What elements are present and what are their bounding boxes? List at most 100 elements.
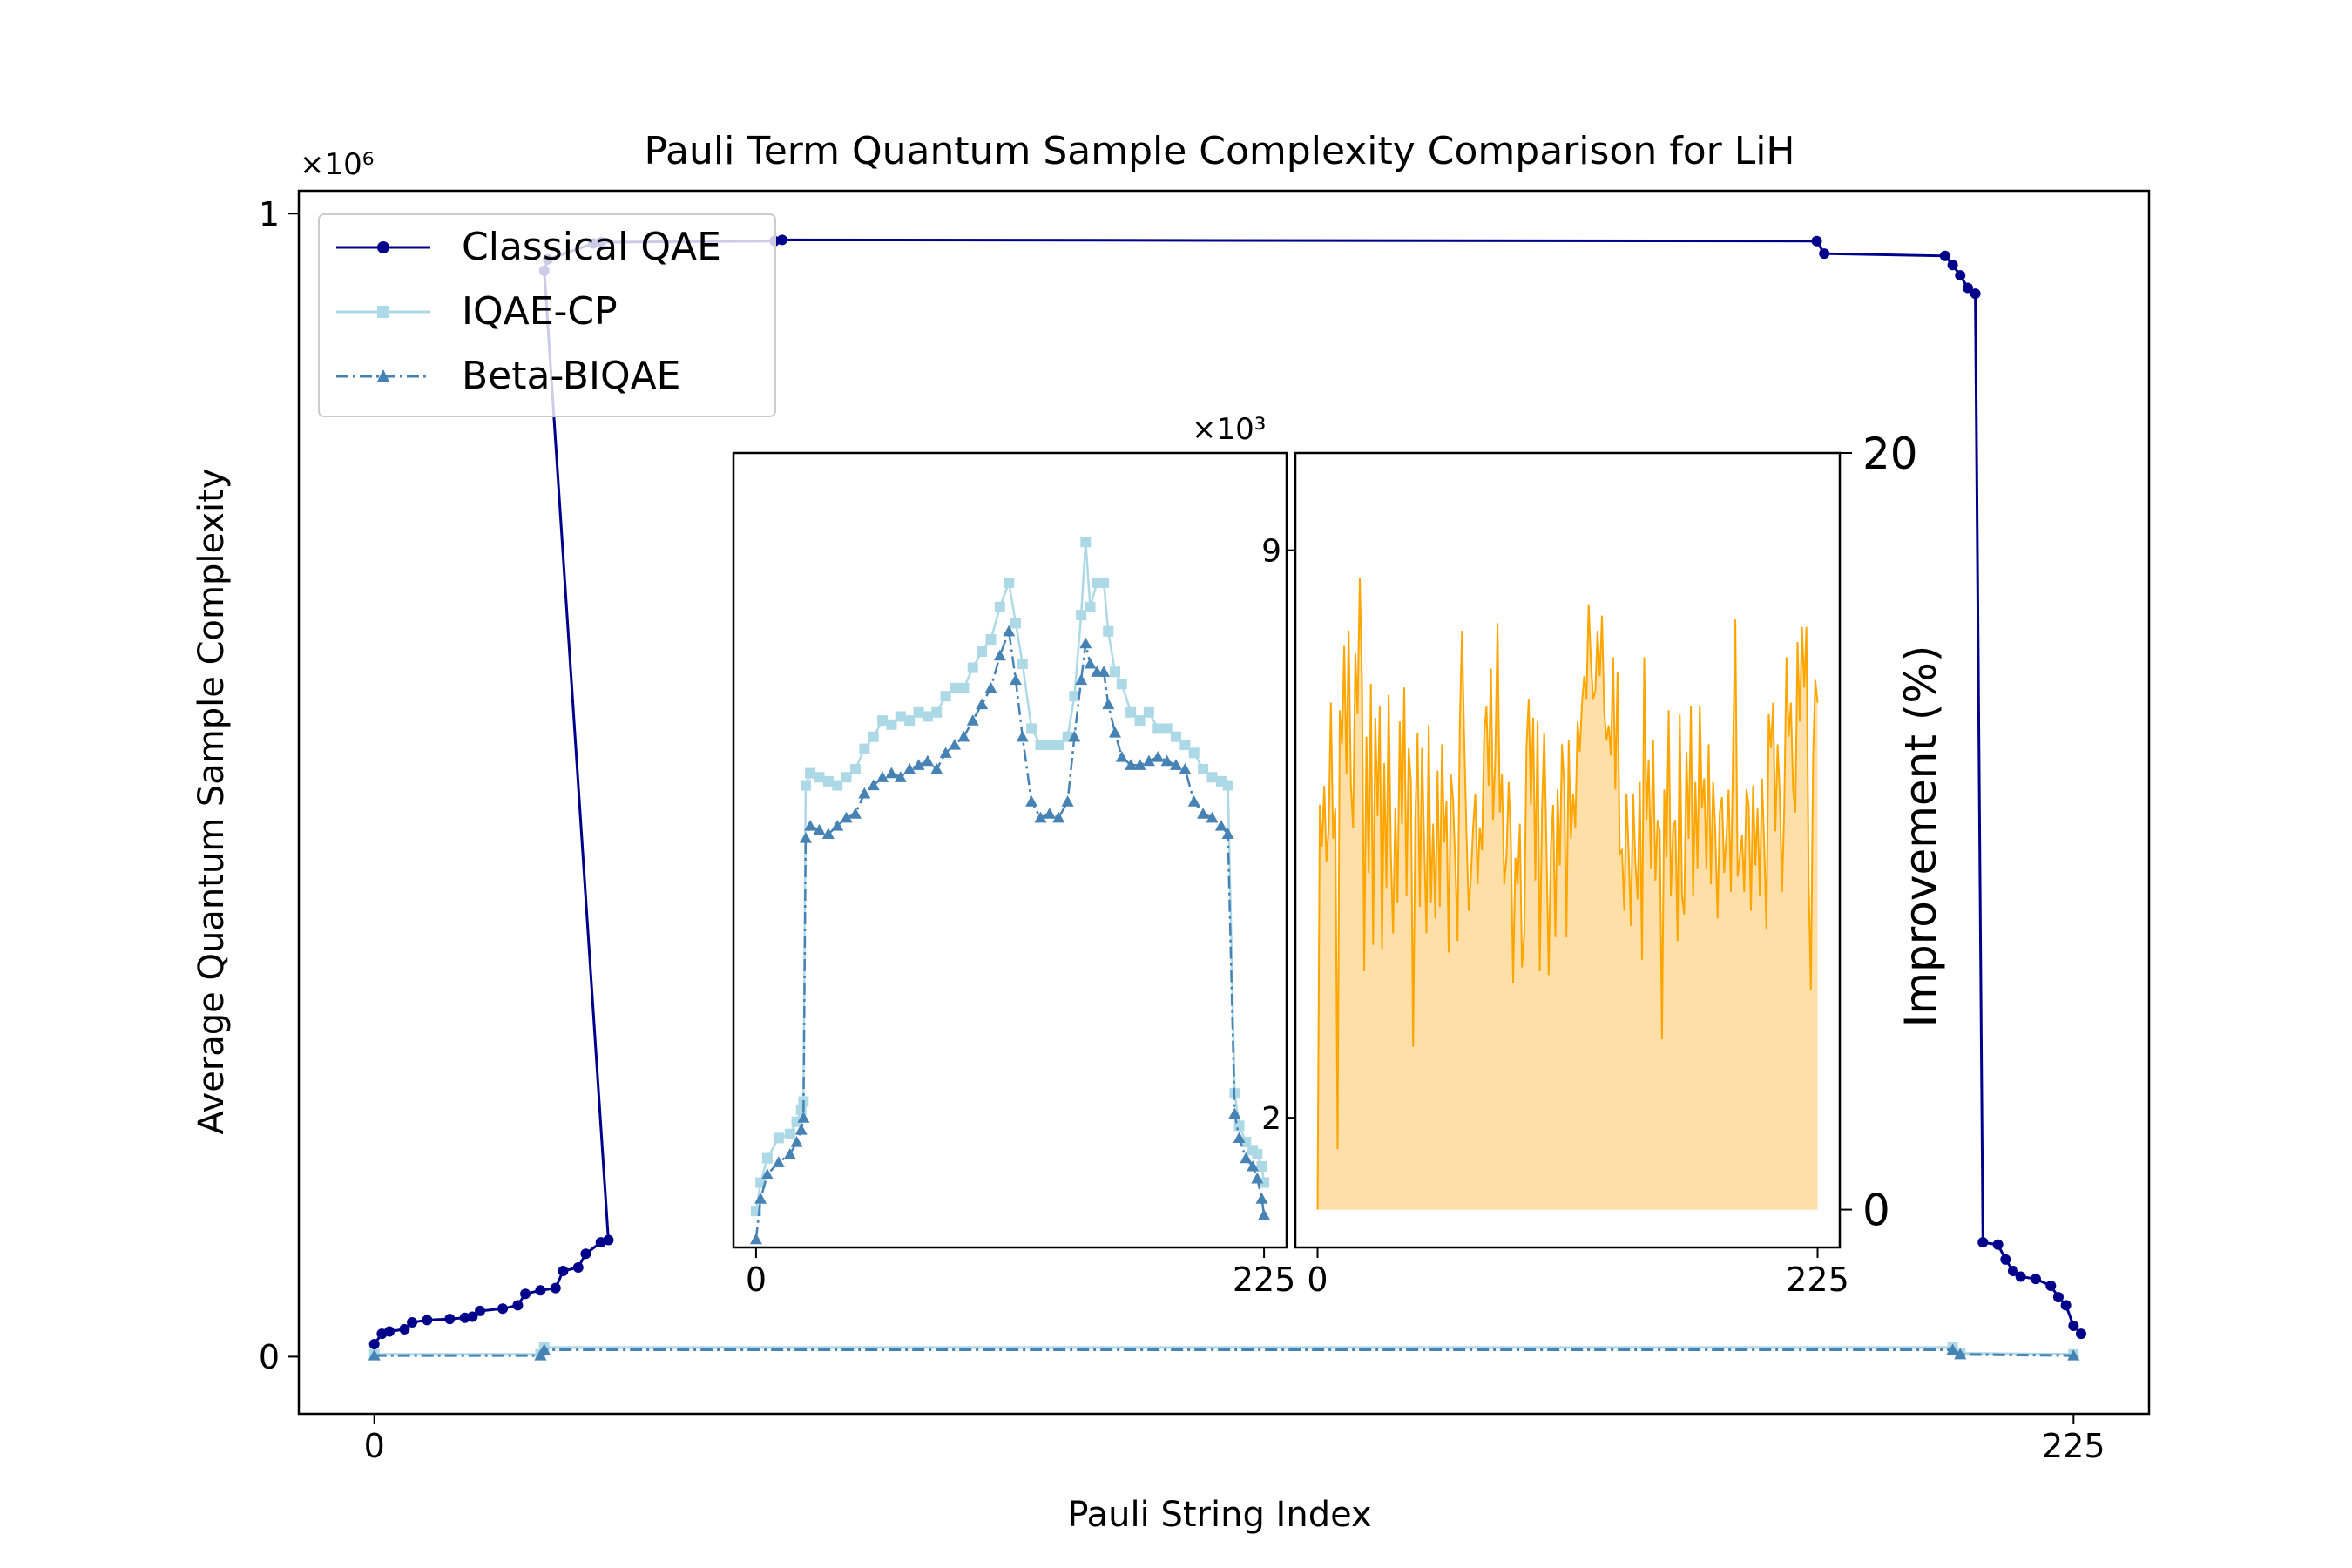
data-point — [773, 1132, 784, 1144]
legend-label-classical: Classical QAE — [462, 225, 721, 269]
data-point — [1035, 740, 1046, 751]
data-point — [1098, 577, 1110, 588]
data-point — [1009, 673, 1022, 686]
data-point — [859, 743, 870, 754]
data-point — [761, 1152, 773, 1164]
data-point — [930, 762, 943, 774]
data-point — [993, 649, 1006, 661]
y-tick-label: 9 — [1261, 534, 1281, 570]
data-point — [2075, 1328, 2086, 1340]
data-point — [368, 1338, 380, 1349]
data-point — [422, 1315, 433, 1326]
data-point — [1240, 1152, 1253, 1164]
series-line — [374, 1348, 2074, 1357]
inset-right-axes: 0 225 0 20 — [1294, 429, 1918, 1299]
data-point — [895, 711, 906, 722]
legend-entry-beta: Beta-BIQAE — [336, 354, 680, 398]
y-multiplier-label: ×10⁶ — [300, 147, 374, 182]
data-point — [580, 1248, 591, 1260]
x-tick-label: 225 — [1786, 1260, 1849, 1299]
data-point — [1133, 759, 1146, 770]
data-point — [1025, 795, 1038, 807]
x-tick-label: 0 — [364, 1427, 385, 1465]
inset-right-frame — [1294, 451, 1842, 1249]
data-point — [1171, 731, 1181, 742]
data-point — [1946, 1343, 1959, 1355]
data-point — [2007, 1265, 2018, 1276]
data-point — [1103, 625, 1114, 637]
data-point — [572, 1262, 584, 1274]
data-point — [603, 1234, 614, 1246]
data-point — [520, 1288, 531, 1300]
data-point — [797, 1112, 810, 1123]
data-point — [1161, 723, 1173, 734]
data-point — [967, 662, 978, 673]
data-point — [1110, 666, 1121, 678]
y-tick-label: 20 — [1862, 429, 1918, 479]
data-point — [931, 706, 943, 718]
data-point — [1044, 740, 1055, 751]
data-point — [1811, 235, 1822, 247]
data-point — [1125, 706, 1137, 718]
data-point — [800, 780, 811, 791]
data-point — [1179, 762, 1192, 774]
inset-left-axes: 0 225 2 9 — [732, 451, 1297, 1299]
data-point — [822, 775, 834, 787]
data-point — [1252, 1148, 1263, 1159]
data-point — [407, 1317, 418, 1328]
data-point — [2052, 1292, 2064, 1303]
main-plot-frame — [297, 189, 2151, 1416]
data-point — [1819, 248, 1830, 260]
data-point — [1962, 282, 1973, 294]
data-point — [985, 634, 997, 645]
y-axis-label: Average Quantum Sample Complexity — [192, 469, 232, 1135]
data-point — [1222, 780, 1233, 791]
data-point — [1939, 250, 1950, 261]
x-tick-label: 0 — [1307, 1260, 1328, 1299]
data-point — [921, 754, 934, 767]
data-point — [867, 779, 880, 791]
y-tick-label: 1 — [259, 195, 280, 233]
data-point — [949, 739, 961, 750]
data-point — [1069, 691, 1080, 702]
data-point — [813, 823, 826, 835]
data-point — [1125, 759, 1138, 770]
data-point — [535, 1285, 546, 1296]
data-point — [804, 820, 817, 831]
data-point — [805, 767, 816, 779]
data-point — [550, 1282, 561, 1294]
data-point — [1098, 666, 1111, 677]
data-point — [940, 691, 951, 702]
data-point — [1221, 828, 1234, 839]
data-point — [1003, 625, 1016, 637]
main-axes: 0 225 0 1 — [259, 189, 2151, 1465]
data-point — [912, 759, 925, 770]
inset-left-frame — [732, 451, 1288, 1249]
data-point — [1214, 820, 1227, 831]
data-point — [1198, 763, 1209, 774]
legend-box — [318, 213, 776, 417]
data-point — [1160, 754, 1173, 767]
data-point — [1152, 750, 1165, 762]
legend-entry-iqae: IQAE-CP — [336, 289, 618, 334]
data-point — [1206, 772, 1218, 783]
legend-entry-classical: Classical QAE — [336, 225, 721, 269]
legend-marker-beta — [377, 369, 389, 382]
data-point — [876, 771, 889, 782]
data-point — [950, 682, 960, 693]
data-point — [904, 715, 916, 727]
data-point — [1256, 1160, 1267, 1172]
improvement-axis-label: Improvement (%) — [1896, 645, 1946, 1028]
data-point — [794, 1124, 808, 1135]
data-point — [1170, 759, 1182, 770]
data-point — [384, 1326, 395, 1337]
data-point — [2000, 1254, 2011, 1265]
data-point — [958, 682, 970, 693]
data-point — [537, 1343, 551, 1355]
legend-marker-iqae — [377, 306, 389, 318]
data-point — [1080, 537, 1092, 548]
data-point — [1084, 657, 1097, 669]
data-point — [749, 1233, 762, 1245]
data-point — [1076, 610, 1087, 621]
data-point — [1115, 750, 1128, 762]
